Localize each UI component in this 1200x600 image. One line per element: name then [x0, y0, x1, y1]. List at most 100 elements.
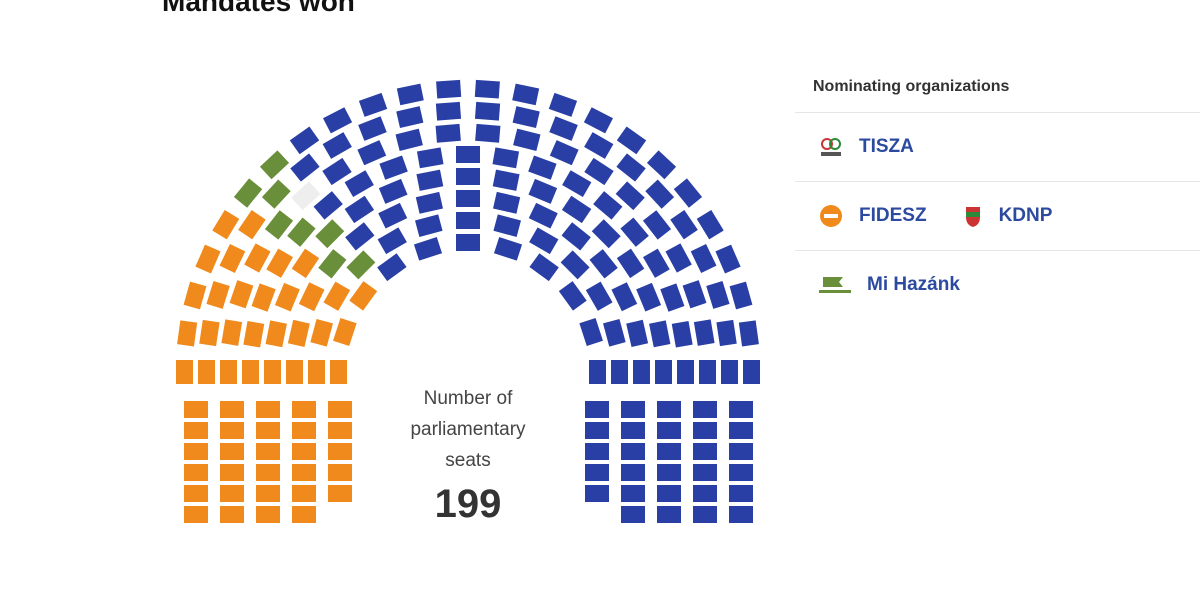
seat [649, 320, 671, 348]
seat [561, 222, 591, 251]
seat [633, 360, 650, 384]
seat [706, 280, 730, 309]
legend-entry[interactable]: FIDESZ [817, 204, 927, 228]
seat [292, 422, 316, 439]
seat [251, 283, 276, 312]
seat [244, 243, 271, 273]
seat [414, 214, 443, 237]
seat [690, 244, 717, 274]
seat [474, 79, 500, 99]
seat [528, 178, 558, 204]
legend-entry[interactable]: Mi Hazánk [817, 273, 960, 297]
seat [396, 106, 424, 129]
seat [585, 281, 613, 311]
seat [721, 360, 738, 384]
seat [330, 360, 347, 384]
seat [591, 219, 621, 249]
seat [256, 422, 280, 439]
seat [286, 360, 303, 384]
seat [729, 422, 753, 439]
seat [177, 320, 198, 347]
seat [238, 209, 266, 240]
seat [292, 485, 316, 502]
seat [636, 282, 662, 312]
seat [195, 244, 221, 274]
seat [199, 319, 220, 347]
seat [492, 147, 520, 169]
seat [645, 179, 675, 209]
seat [621, 506, 645, 523]
seat [456, 234, 480, 251]
seat [584, 132, 614, 159]
legend: Nominating organizations TISZA FIDESZ KD… [795, 70, 1200, 319]
seat [673, 178, 703, 208]
seat [585, 422, 609, 439]
seat [696, 210, 724, 240]
seat [621, 443, 645, 460]
seat [184, 485, 208, 502]
seat [603, 318, 626, 347]
seat [183, 281, 207, 310]
seat [715, 244, 741, 274]
seat [671, 320, 693, 348]
seat [616, 248, 645, 279]
seat [313, 191, 343, 220]
seat [626, 319, 649, 347]
seat [589, 249, 618, 279]
seat [616, 153, 646, 182]
seat [220, 485, 244, 502]
seat [512, 106, 540, 129]
seat [436, 79, 462, 99]
seat [693, 319, 715, 346]
seat [693, 401, 717, 418]
seat [264, 360, 281, 384]
seat [333, 317, 357, 347]
chart-title: Mandates won [162, 0, 355, 17]
seat [328, 464, 352, 481]
seat [528, 155, 557, 180]
seat [665, 243, 692, 273]
seat [323, 107, 353, 134]
seat [729, 485, 753, 502]
seat [729, 464, 753, 481]
legend-entry[interactable]: TISZA [817, 135, 914, 159]
seat [256, 485, 280, 502]
seat [699, 360, 716, 384]
seat [318, 249, 347, 279]
seat [615, 181, 645, 211]
seat [220, 443, 244, 460]
seat [358, 92, 388, 117]
seat [256, 506, 280, 523]
seat [493, 237, 523, 261]
legend-entry[interactable]: KDNP [961, 204, 1052, 228]
seat [184, 401, 208, 418]
seat [549, 140, 579, 166]
seat [585, 464, 609, 481]
total-seats: 199 [434, 482, 502, 526]
seat [287, 319, 310, 347]
seat [396, 83, 424, 106]
seat [219, 244, 246, 274]
seat [242, 360, 259, 384]
seat [220, 422, 244, 439]
seat [548, 92, 578, 117]
seat [528, 202, 558, 229]
center-label: Number of parliamentary seats [410, 388, 526, 471]
seat [621, 401, 645, 418]
seat [729, 401, 753, 418]
seat [642, 210, 672, 240]
seat [416, 147, 444, 169]
seat [292, 506, 316, 523]
seat [529, 227, 559, 255]
seat [176, 360, 193, 384]
seat [646, 150, 677, 180]
seat [621, 485, 645, 502]
seat [492, 169, 520, 191]
seat [693, 506, 717, 523]
seat [657, 464, 681, 481]
seat [292, 464, 316, 481]
seat [328, 401, 352, 418]
legend-label: TISZA [859, 136, 914, 157]
seat [616, 126, 647, 155]
